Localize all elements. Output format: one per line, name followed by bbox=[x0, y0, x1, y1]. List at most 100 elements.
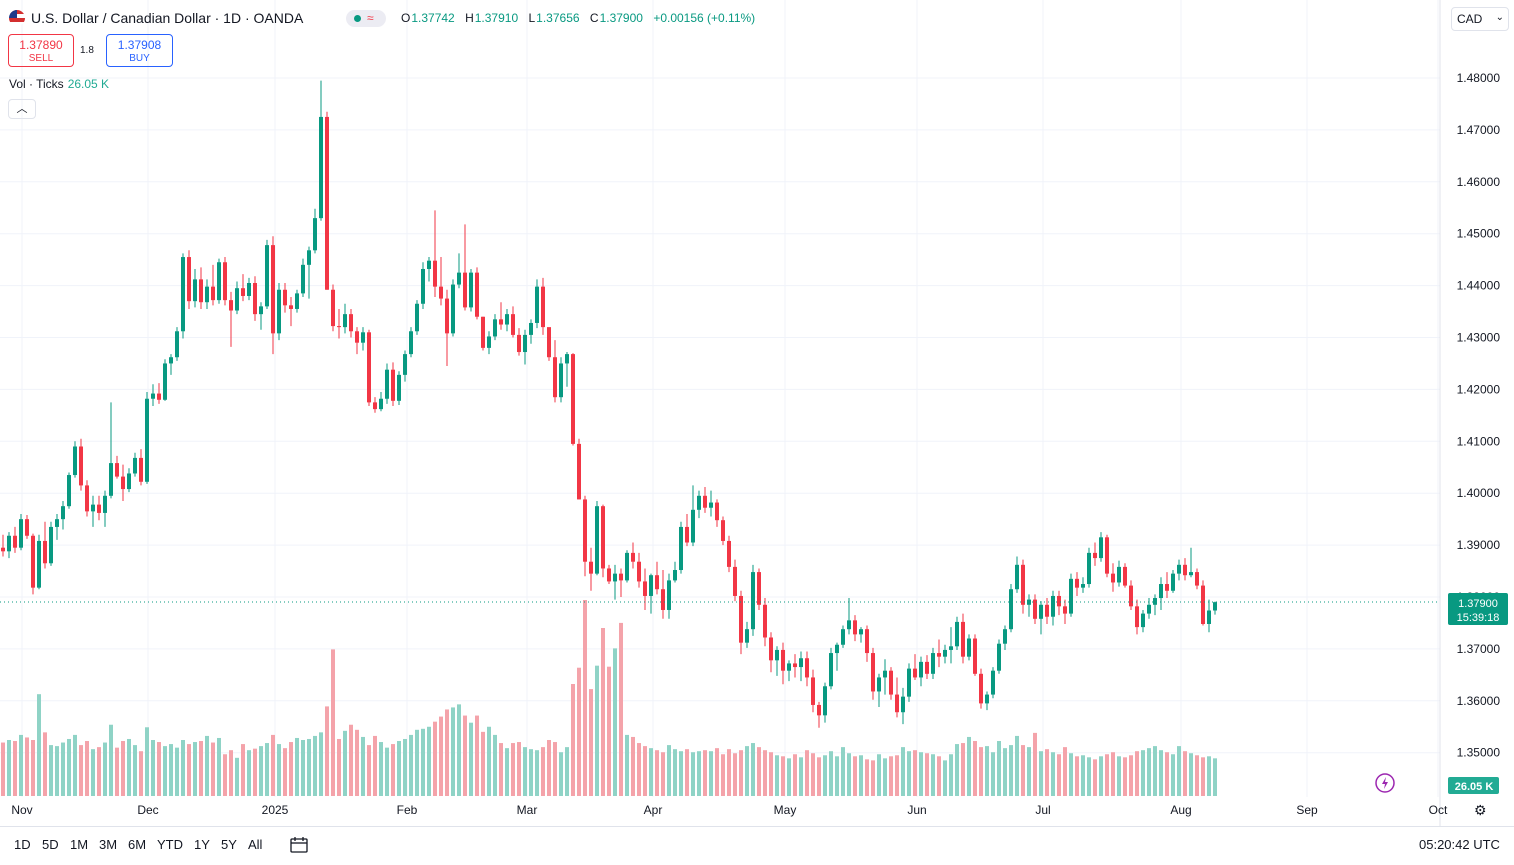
candle bbox=[211, 264, 215, 306]
volume-bar bbox=[169, 744, 173, 796]
volume-bar bbox=[553, 742, 557, 796]
range-1y-button[interactable]: 1Y bbox=[194, 837, 210, 852]
candle bbox=[919, 656, 923, 687]
volume-bar bbox=[907, 751, 911, 796]
volume-bar bbox=[403, 738, 407, 796]
volume-bar bbox=[811, 753, 815, 796]
candle bbox=[187, 250, 191, 309]
range-5y-button[interactable]: 5Y bbox=[221, 837, 237, 852]
ohlc-readout: O1.37742 H1.37910 L1.37656 C1.37900 +0.0… bbox=[401, 11, 762, 25]
candle bbox=[1075, 572, 1079, 596]
volume-bar bbox=[115, 747, 119, 796]
candle bbox=[1135, 599, 1139, 635]
volume-bar bbox=[469, 722, 473, 796]
candle bbox=[685, 513, 689, 547]
candle bbox=[1069, 573, 1073, 617]
lightning-icon[interactable] bbox=[1375, 773, 1395, 793]
candle bbox=[145, 391, 149, 484]
candle bbox=[733, 559, 737, 602]
volume-bar bbox=[637, 743, 641, 796]
volume-bar bbox=[43, 732, 47, 796]
candlestick-series bbox=[1, 80, 1217, 728]
volume-bar bbox=[1003, 748, 1007, 796]
candle bbox=[487, 331, 491, 355]
volume-bar bbox=[1123, 757, 1127, 796]
candle bbox=[391, 362, 395, 407]
price-chart[interactable]: 1.48000 1.47000 1.46000 1.45000 1.44000 1.430… bbox=[0, 0, 1514, 826]
close-value: 1.37900 bbox=[599, 11, 643, 25]
candle bbox=[1183, 558, 1187, 581]
volume-bar bbox=[73, 734, 77, 796]
volume-bar bbox=[535, 750, 539, 796]
candle bbox=[907, 663, 911, 702]
market-status-badge[interactable]: ≈ bbox=[346, 10, 386, 27]
candle bbox=[67, 472, 71, 509]
range-6m-button[interactable]: 6M bbox=[128, 837, 147, 852]
calendar-goto-icon[interactable] bbox=[290, 836, 308, 853]
utc-clock[interactable]: 05:20:42 UTC bbox=[1419, 837, 1500, 852]
volume-tag: 26.05 K bbox=[1448, 777, 1499, 794]
range-ytd-button[interactable]: YTD bbox=[157, 837, 183, 852]
candle bbox=[247, 277, 251, 301]
volume-bar bbox=[1051, 752, 1055, 796]
candle bbox=[913, 654, 917, 681]
candle bbox=[313, 208, 317, 254]
settings-gear-icon[interactable]: ⚙ bbox=[1474, 802, 1487, 818]
candle bbox=[367, 329, 371, 407]
candle bbox=[991, 667, 995, 699]
candle bbox=[817, 701, 821, 728]
volume-legend[interactable]: Vol · Ticks 26.05 K bbox=[9, 77, 109, 91]
candle bbox=[1009, 584, 1013, 633]
volume-bar bbox=[1057, 754, 1061, 796]
candle bbox=[541, 277, 545, 335]
collapse-legend-button[interactable]: ︿ bbox=[8, 99, 36, 119]
volume-bar bbox=[1099, 756, 1103, 796]
range-3m-button[interactable]: 3M bbox=[99, 837, 118, 852]
candle bbox=[799, 651, 803, 682]
candle bbox=[7, 532, 11, 559]
currency-selector[interactable]: CAD ⌄ bbox=[1451, 7, 1509, 31]
candle bbox=[637, 552, 641, 588]
volume-bar bbox=[703, 750, 707, 796]
volume-bar bbox=[1009, 745, 1013, 796]
time-axis[interactable]: Nov Dec 2025 Feb Mar Apr May Jun Jul Aug Sep Oct bbox=[11, 803, 1448, 817]
candle bbox=[865, 625, 869, 662]
volume-bar bbox=[1039, 751, 1043, 796]
market-open-dot-icon bbox=[354, 15, 361, 22]
volume-bar bbox=[7, 740, 11, 796]
candle bbox=[823, 682, 827, 723]
candle bbox=[1027, 594, 1031, 617]
volume-bar bbox=[1069, 753, 1073, 796]
volume-bar bbox=[445, 709, 449, 796]
range-1d-button[interactable]: 1D bbox=[14, 837, 31, 852]
price-axis[interactable]: 1.48000 1.47000 1.46000 1.45000 1.44000 1.430… bbox=[1457, 71, 1501, 760]
volume-bar bbox=[97, 747, 101, 796]
volume-bar bbox=[751, 743, 755, 796]
y-tick-label: 1.46000 bbox=[1457, 175, 1501, 189]
volume-bar bbox=[307, 738, 311, 796]
volume-bar bbox=[829, 751, 833, 796]
y-tick-label: 1.48000 bbox=[1457, 71, 1501, 85]
range-1m-button[interactable]: 1M bbox=[70, 837, 89, 852]
volume-bar bbox=[409, 734, 413, 796]
sell-button[interactable]: 1.37890 SELL bbox=[8, 34, 74, 67]
volume-bar bbox=[679, 751, 683, 796]
buy-button[interactable]: 1.37908 BUY bbox=[106, 34, 173, 67]
range-all-button[interactable]: All bbox=[248, 837, 263, 852]
volume-bar bbox=[1153, 746, 1157, 796]
candle bbox=[379, 391, 383, 412]
y-tick-label: 1.39000 bbox=[1457, 538, 1501, 552]
volume-bar bbox=[463, 715, 467, 796]
candle bbox=[1165, 572, 1169, 599]
volume-bar bbox=[691, 752, 695, 796]
low-value: 1.37656 bbox=[536, 11, 580, 25]
range-5d-button[interactable]: 5D bbox=[42, 837, 59, 852]
volume-bar bbox=[769, 752, 773, 796]
candle bbox=[643, 568, 647, 610]
volume-bar bbox=[211, 742, 215, 796]
symbol-title[interactable]: U.S. Dollar / Canadian Dollar · 1D · OAN… bbox=[31, 10, 304, 26]
high-value: 1.37910 bbox=[474, 11, 519, 25]
volume-bar bbox=[625, 734, 629, 796]
candle bbox=[631, 542, 635, 569]
volume-bar bbox=[955, 744, 959, 796]
